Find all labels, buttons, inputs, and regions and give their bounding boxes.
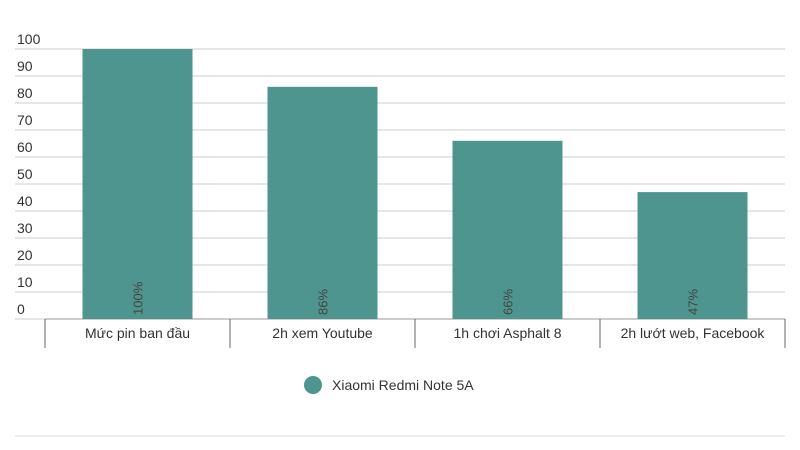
y-tick-label: 100 [17,31,41,47]
y-tick-label: 10 [17,274,33,290]
x-tick-label: 1h chơi Asphalt 8 [453,325,561,341]
legend-label: Xiaomi Redmi Note 5A [332,377,474,393]
value-label: 47% [686,289,701,315]
y-tick-label: 40 [17,193,33,209]
legend-swatch [304,376,322,394]
y-tick-label: 60 [17,139,33,155]
x-tick-label: 2h lướt web, Facebook [621,325,766,341]
y-tick-label: 0 [17,301,25,317]
y-tick-label: 30 [17,220,33,236]
x-tick-label: Mức pin ban đầu [85,325,190,341]
bar [637,192,748,319]
value-label: 66% [501,289,516,315]
bar [267,86,378,319]
y-tick-label: 70 [17,112,33,128]
x-tick-label: 2h xem Youtube [272,325,373,341]
y-tick-label: 20 [17,247,33,263]
y-tick-label: 90 [17,58,33,74]
bar [82,49,193,319]
y-tick-label: 50 [17,166,33,182]
y-tick-label: 80 [17,85,33,101]
value-label: 86% [316,289,331,315]
bar [452,140,563,319]
value-label: 100% [131,281,146,315]
